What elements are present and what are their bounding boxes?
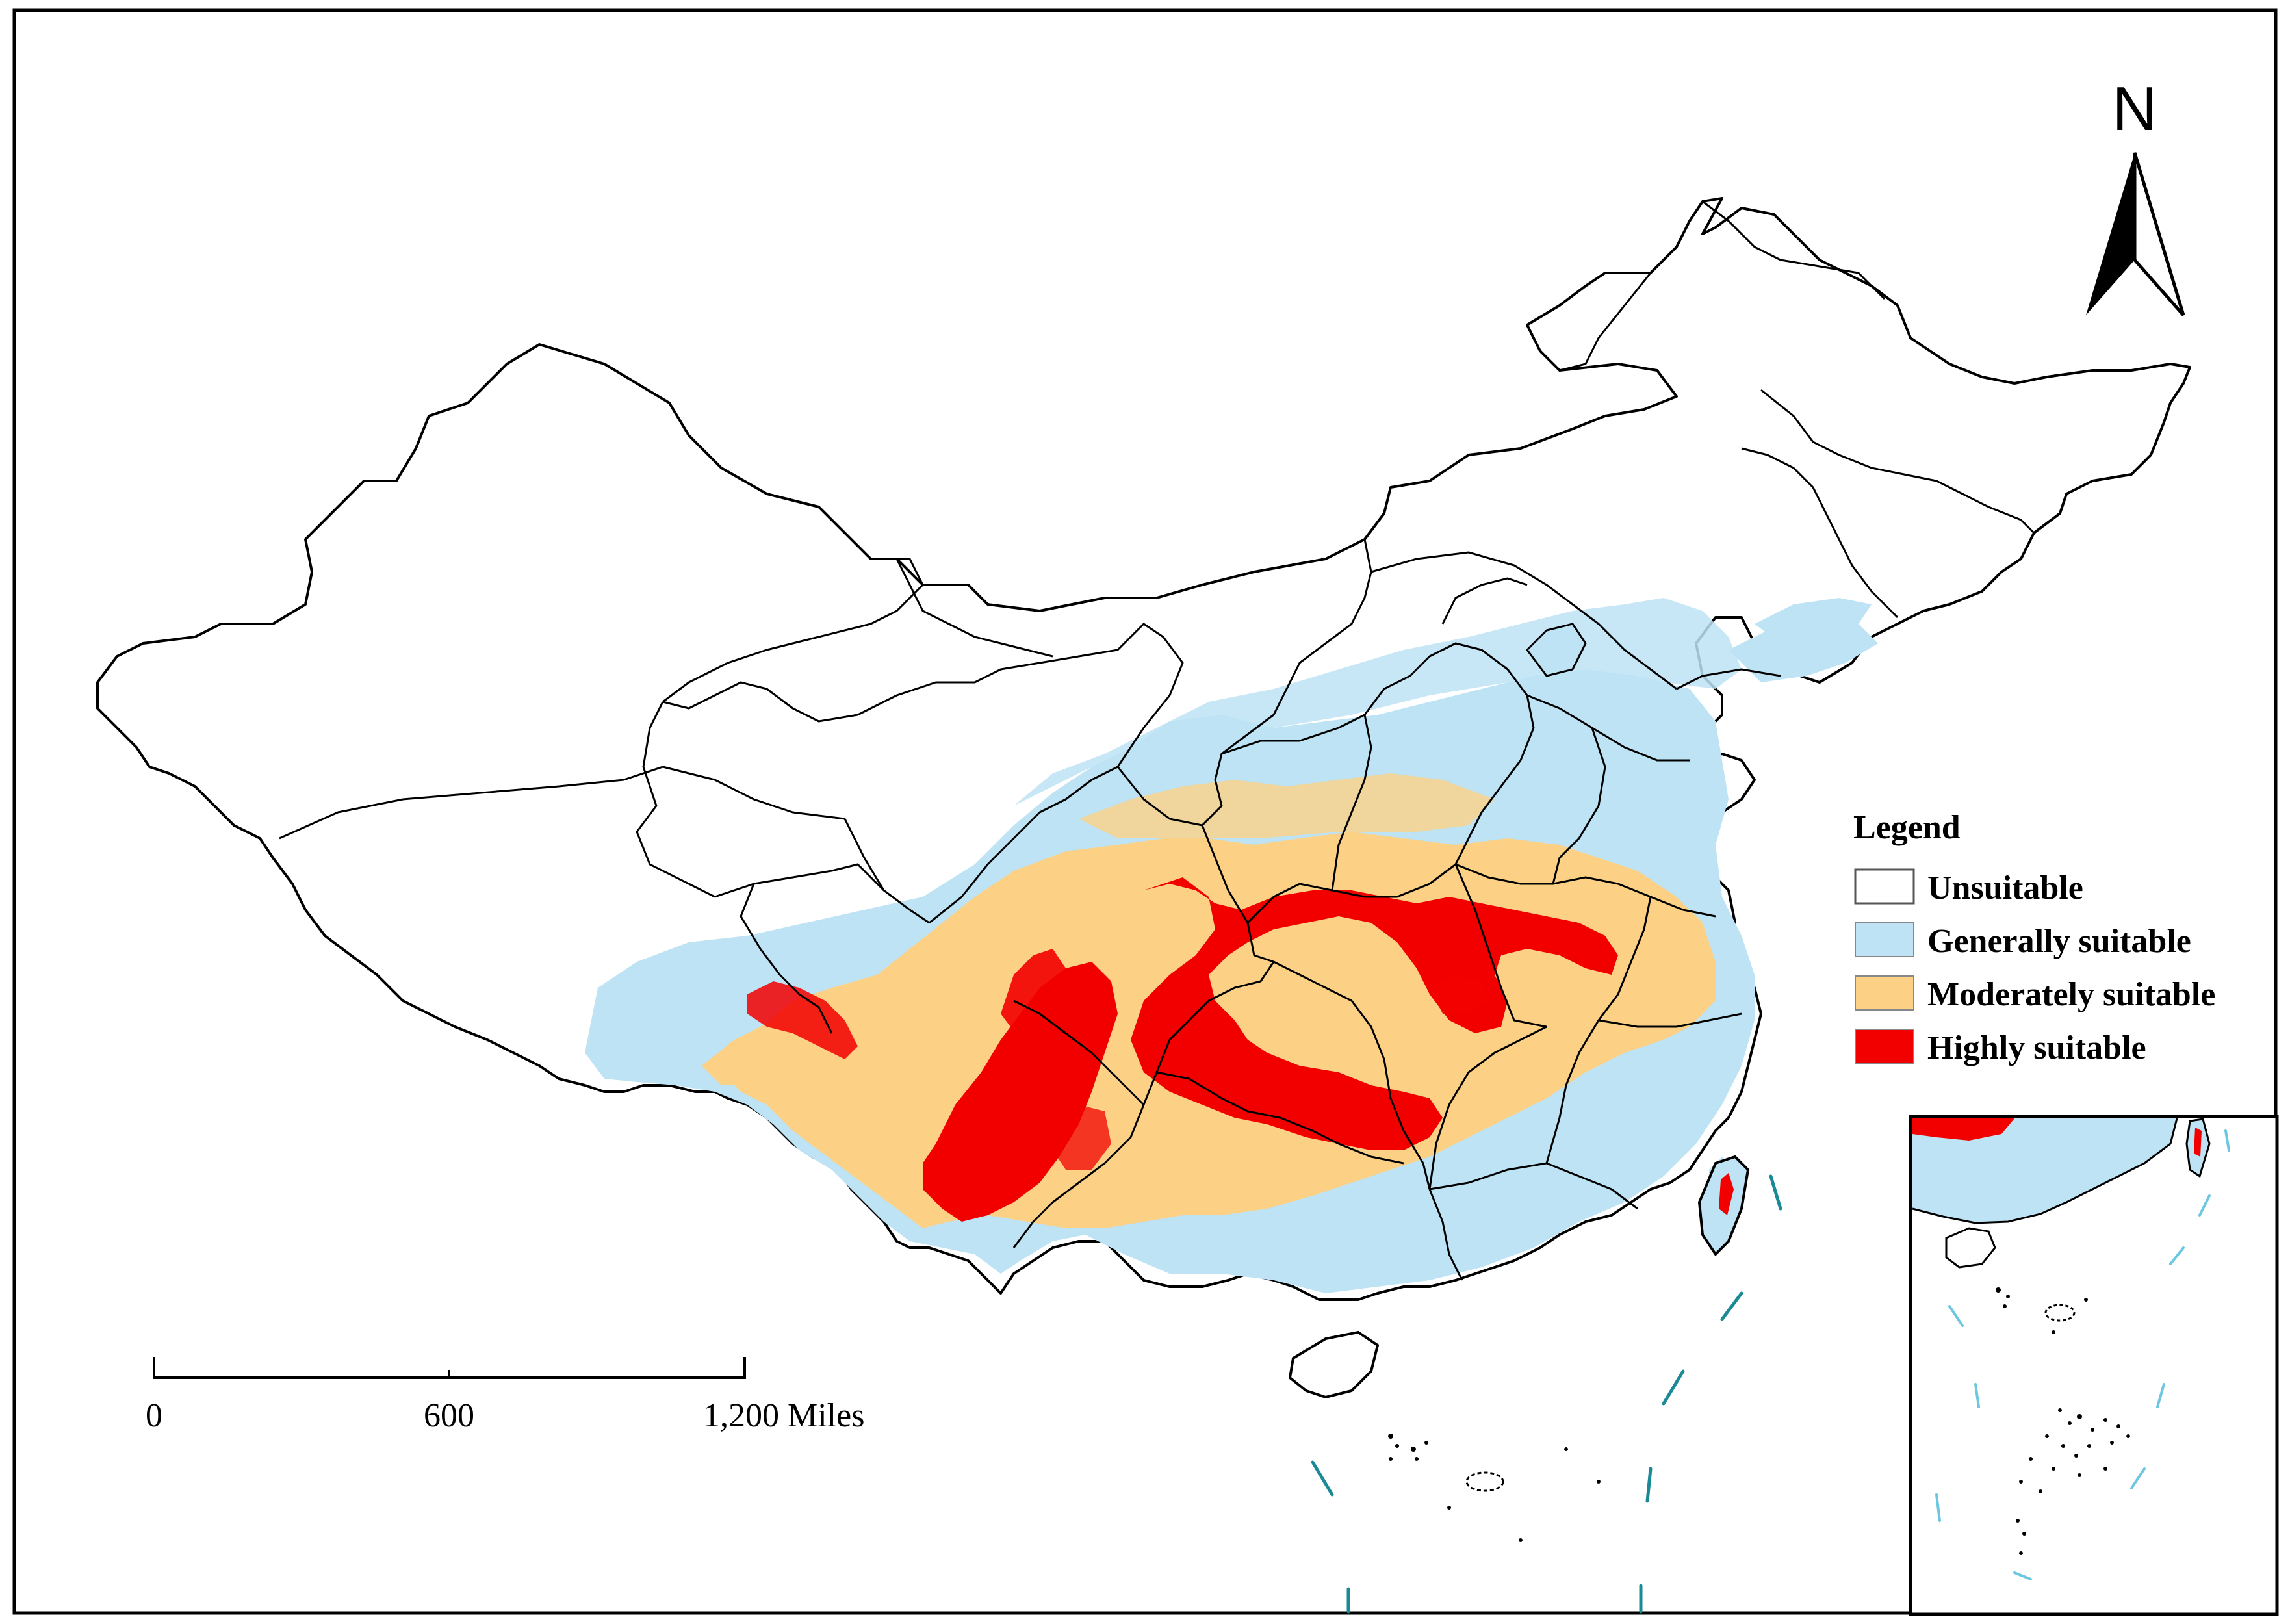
scale-bar-tick-600: 600	[424, 1397, 474, 1434]
inset-dash-lines	[1935, 1129, 2230, 1580]
legend-swatch-generally-suitable	[1855, 922, 1914, 957]
zone-highly-suitable-guangxi	[1053, 1105, 1111, 1170]
zone-generally-suitable-beijing	[1527, 624, 1586, 676]
zone-highly-suitable-tibet-east	[747, 981, 858, 1059]
scale-bar-tick-0: 0	[146, 1397, 162, 1434]
inset-atoll	[2044, 1304, 2076, 1322]
south-sea-dash-lines	[1311, 1174, 1782, 1614]
zone-highly-suitable-hubei	[1430, 975, 1488, 1014]
scale-bar-line	[153, 1357, 746, 1379]
taiwan-red-zone	[1719, 1173, 1734, 1215]
legend-label-moderately-suitable: Moderately suitable	[1927, 976, 2215, 1013]
scale-bar-tick-1200: 1,200 Miles	[703, 1397, 864, 1434]
zone-highly-suitable-west-sichuan	[1001, 949, 1066, 1040]
zone-highly-suitable-yunnan	[923, 962, 1118, 1222]
inset-taiwan-red	[2194, 1128, 2202, 1157]
zone-generally-suitable-northeast	[1729, 617, 1878, 682]
zone-highly-suitable-sichuan	[1105, 877, 1618, 1150]
legend-swatch-highly-suitable	[1855, 1029, 1914, 1064]
legend-label-unsuitable: Unsuitable	[1927, 870, 2083, 907]
inset-islands	[1996, 1287, 2130, 1555]
north-arrow: N	[2086, 74, 2185, 316]
zone-generally-suitable-liaoning	[1755, 598, 1872, 643]
south-sea-islands	[1388, 1434, 1601, 1542]
hainan-island	[1288, 1330, 1380, 1399]
inset-red-zone	[1912, 1118, 2014, 1141]
scale-bar: 0 600 1,200 Miles	[146, 1357, 864, 1434]
legend-swatch-moderately-suitable	[1855, 975, 1914, 1011]
north-arrow-right-half	[2133, 152, 2185, 316]
province-boundaries	[279, 200, 2035, 1281]
inset-coast	[1912, 1118, 2177, 1222]
inset-coastline	[1912, 1118, 2178, 1224]
south-sea-atoll	[1465, 1471, 1504, 1492]
legend-label-highly-suitable: Highly suitable	[1927, 1029, 2146, 1066]
legend: Legend Unsuitable Generally suitable Mod…	[1853, 809, 2215, 1066]
north-arrow-label: N	[2112, 74, 2157, 144]
inset-map	[1909, 1115, 2279, 1616]
north-arrow-left-half	[2086, 153, 2135, 315]
legend-swatch-unsuitable	[1854, 868, 1915, 905]
legend-label-generally-suitable: Generally suitable	[1927, 923, 2191, 960]
legend-title: Legend	[1853, 809, 1961, 846]
inset-hainan	[1945, 1227, 1996, 1269]
